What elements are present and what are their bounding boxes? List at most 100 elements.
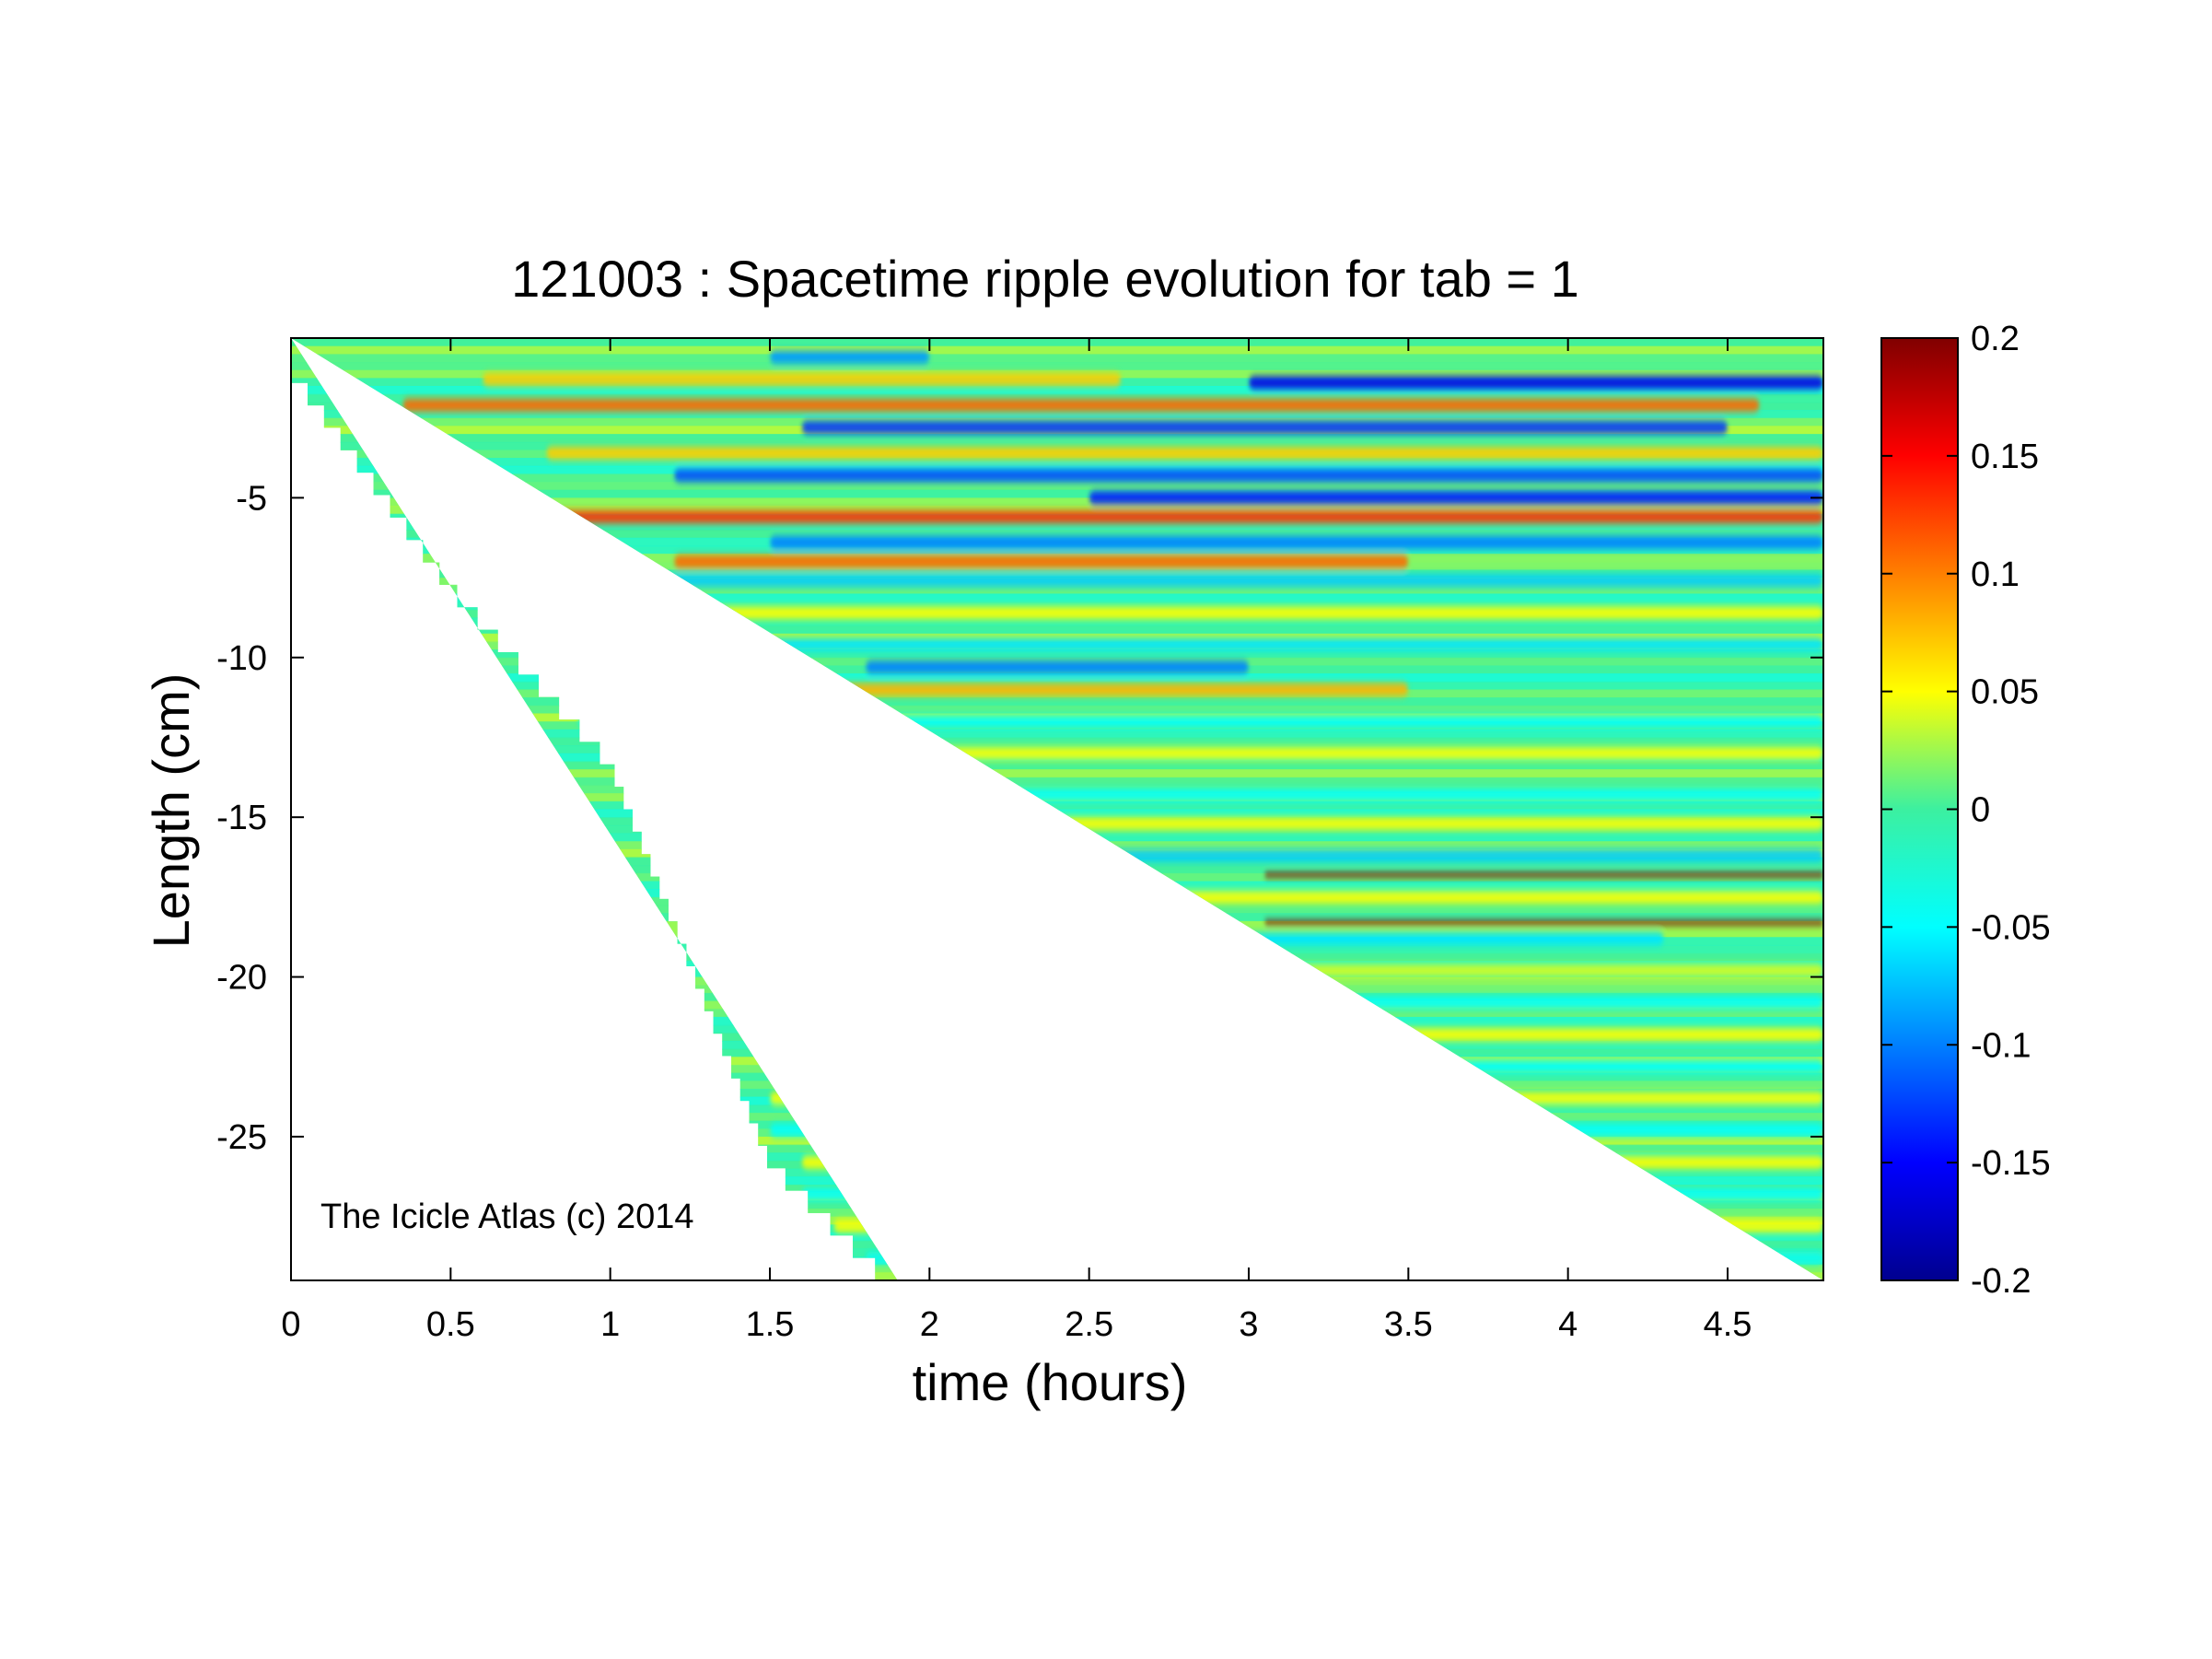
heatmap-band: [674, 848, 1823, 862]
heatmap-stripe: [291, 410, 1823, 419]
heatmap-stripe: [291, 1240, 1823, 1250]
y-tick-label: -5: [236, 479, 267, 518]
heatmap-stripe: [291, 1136, 1823, 1146]
heatmap-band: [801, 1187, 1823, 1201]
heatmap-stripe: [291, 386, 1823, 395]
heatmap-stripe: [291, 881, 1823, 891]
colorbar-tick-label: 0.15: [1971, 438, 2039, 476]
watermark-text: The Icicle Atlas (c) 2014: [320, 1198, 694, 1236]
heatmap-band: [801, 1155, 1823, 1169]
heatmap-stripe: [291, 617, 1823, 627]
heatmap-stripe: [291, 1104, 1823, 1114]
heatmap-stripe: [291, 729, 1823, 739]
y-tick-label: -15: [216, 799, 267, 837]
heatmap-stripe: [291, 625, 1823, 635]
x-axis: 0 0.5 1 1.5 2 2.5 3 3.5 4 4.5: [281, 338, 1752, 1344]
y-tick-label: -10: [216, 639, 267, 678]
heatmap-band: [546, 637, 1823, 651]
x-tick-label: 1.5: [746, 1305, 795, 1344]
colorbar-tick-label: 0: [1971, 791, 1990, 830]
heatmap-band: [578, 715, 1823, 729]
heatmap-stripe: [291, 1048, 1823, 1058]
heatmap-stripe: [291, 1264, 1823, 1274]
heatmap-plot: 0 0.5 1 1.5 2 2.5 3 3.5 4 4.5 -5 -10 -15 -20 -25: [216, 337, 1824, 1344]
heatmap-band: [610, 574, 1823, 588]
heatmap-stripe: [291, 1040, 1823, 1050]
heatmap-stripe: [291, 530, 1823, 539]
x-tick-label: 1: [600, 1305, 620, 1344]
colorbar-tick-label: 0.05: [1971, 673, 2039, 712]
heatmap-band: [770, 1092, 1823, 1105]
colorbar-gradient: [1881, 338, 1958, 1280]
heatmap-stripe: [291, 458, 1823, 467]
colorbar-tick-label: 0.2: [1971, 320, 2020, 358]
heatmap-band: [770, 350, 930, 364]
heatmap-band: [738, 964, 1823, 977]
heatmap-stripe: [291, 521, 1823, 532]
heatmap-band: [770, 1059, 1823, 1073]
x-tick-label: 4: [1558, 1305, 1578, 1344]
colorbar-tick-label: -0.2: [1971, 1262, 2031, 1301]
heatmap-stripe: [291, 393, 1823, 403]
heatmap-band: [866, 1251, 1823, 1265]
heatmap-band: [610, 746, 1823, 760]
heatmap-stripe: [291, 1256, 1823, 1266]
colorbar-ticks: 0.2 0.15 0.1 0.05 0 -0.05 -0.1 -0.15 -0.2: [1881, 320, 2051, 1301]
heatmap-stripe: [291, 1081, 1823, 1090]
heatmap-stripe: [291, 769, 1823, 778]
heatmap-stripe: [291, 1248, 1823, 1257]
heatmap-band: [770, 996, 1823, 1010]
heatmap-stripe: [291, 673, 1823, 683]
x-tick-label: 2: [920, 1305, 939, 1344]
y-tick-label: -20: [216, 959, 267, 998]
heatmap-stripe: [291, 905, 1823, 915]
heatmap-band: [770, 535, 1823, 549]
heatmap-stripe: [291, 489, 1823, 499]
colorbar-tick-label: 0.1: [1971, 555, 2020, 594]
heatmap-band: [674, 469, 1823, 483]
colorbar-tick-label: -0.1: [1971, 1026, 2031, 1065]
heatmap-band: [402, 398, 1760, 412]
heatmap-stripe: [291, 545, 1823, 555]
heatmap-band: [770, 1027, 1823, 1041]
heatmap-band: [674, 817, 1823, 831]
heatmap-stripe: [291, 569, 1823, 579]
heatmap-stripe: [291, 649, 1823, 659]
colorbar-tick-label: -0.05: [1971, 908, 2051, 947]
heatmap-stripe: [291, 602, 1823, 611]
heatmap-stripe: [291, 345, 1823, 356]
x-tick-label: 0: [281, 1305, 300, 1344]
heatmap-stripe: [291, 1016, 1823, 1026]
heatmap-stripe: [291, 952, 1823, 963]
heatmap-band: [705, 931, 1664, 945]
heatmap-stripe: [291, 362, 1823, 371]
heatmap-stripe: [291, 841, 1823, 850]
heatmap-stripe: [291, 593, 1823, 603]
heatmap-band: [546, 606, 1823, 620]
heatmap-band: [801, 421, 1728, 435]
x-axis-label: time (hours): [913, 1353, 1188, 1411]
heatmap-stripe: [291, 441, 1823, 451]
heatmap-band: [866, 660, 1249, 674]
heatmap-stripe: [291, 1072, 1823, 1082]
heatmap-stripe: [291, 697, 1823, 707]
heatmap-stripe: [291, 1160, 1823, 1170]
heatmap-stripe: [291, 1112, 1823, 1122]
x-tick-label: 3.5: [1384, 1305, 1433, 1344]
chart-title: 121003 : Spacetime ripple evolution for …: [511, 250, 1579, 308]
heatmap-band-line: [1264, 872, 1823, 878]
x-tick-label: 0.5: [426, 1305, 475, 1344]
heatmap-band: [1089, 491, 1823, 505]
heatmap-band: [674, 788, 1823, 801]
heatmap-stripe: [291, 800, 1823, 811]
heatmap-stripe: [291, 1176, 1823, 1186]
x-tick-label: 4.5: [1704, 1305, 1752, 1344]
heatmap-stripe: [291, 737, 1823, 747]
heatmap-stripe: [291, 833, 1823, 843]
heatmap-stripe: [291, 434, 1823, 443]
heatmap-stripe: [291, 1009, 1823, 1018]
heatmap-stripe: [291, 777, 1823, 787]
heatmap-stripe: [291, 338, 1823, 347]
heatmap-band: [674, 683, 1409, 696]
